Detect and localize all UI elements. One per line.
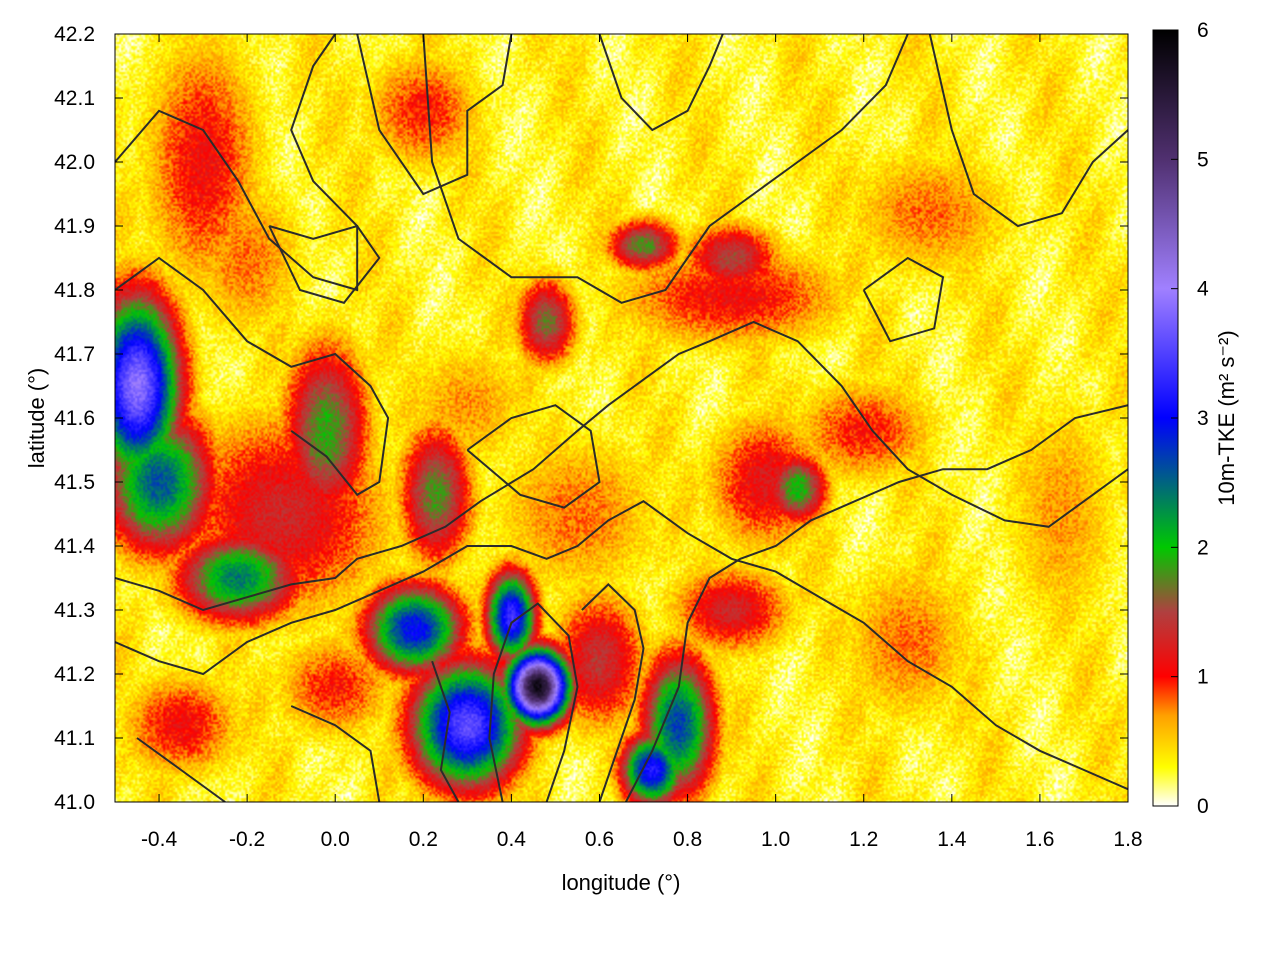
colorbar-tick-label: 4 bbox=[1197, 278, 1209, 301]
x-tick-label: 0.2 bbox=[409, 828, 438, 851]
y-tick-label: 42.1 bbox=[54, 87, 95, 110]
contour-line bbox=[356, 34, 513, 196]
y-tick-label: 41.8 bbox=[54, 279, 95, 302]
colorbar-tick-label: 3 bbox=[1197, 407, 1209, 430]
x-tick-label: 0.0 bbox=[321, 828, 350, 851]
colorbar-tick-label: 6 bbox=[1197, 19, 1209, 42]
contour-line bbox=[290, 705, 381, 802]
contour-line bbox=[466, 404, 601, 509]
x-tick-label: -0.2 bbox=[229, 828, 265, 851]
contour-line bbox=[862, 256, 945, 343]
y-tick-label: 41.0 bbox=[54, 791, 95, 814]
x-tick-label: 1.2 bbox=[849, 828, 878, 851]
contour-line bbox=[115, 34, 359, 292]
y-tick-label: 42.2 bbox=[54, 23, 95, 46]
tke-heatmap bbox=[115, 34, 1128, 802]
y-tick-label: 41.5 bbox=[54, 471, 95, 494]
contour-line bbox=[115, 256, 390, 497]
contour-line bbox=[625, 404, 1128, 802]
x-axis-label: longitude (°) bbox=[562, 870, 681, 895]
y-tick-label: 41.4 bbox=[54, 535, 95, 558]
terrain-contours bbox=[115, 34, 1128, 802]
x-tick-label: 1.8 bbox=[1113, 828, 1142, 851]
y-axis-label: latitude (°) bbox=[24, 368, 49, 469]
contour-line bbox=[136, 737, 226, 802]
x-tick-label: 0.6 bbox=[585, 828, 614, 851]
contour-line bbox=[928, 34, 1128, 228]
y-axis-ticks: 41.0 41.1 41.2 41.3 41.4 41.5 41.6 41.7 41.8 41.9… bbox=[54, 23, 1128, 814]
x-tick-label: 0.8 bbox=[673, 828, 702, 851]
contour-line bbox=[581, 583, 645, 802]
y-tick-label: 41.6 bbox=[54, 407, 95, 430]
contour-line bbox=[598, 34, 724, 132]
y-tick-label: 41.2 bbox=[54, 663, 95, 686]
x-tick-label: 1.4 bbox=[937, 828, 967, 851]
colorbar-tick-label: 2 bbox=[1197, 536, 1209, 559]
y-tick-label: 42.0 bbox=[54, 151, 95, 174]
x-tick-label: -0.4 bbox=[141, 828, 178, 851]
contour-line bbox=[422, 34, 909, 304]
contour-line bbox=[431, 660, 460, 802]
x-tick-label: 1.0 bbox=[761, 828, 790, 851]
y-tick-label: 41.3 bbox=[54, 599, 95, 622]
contour-line bbox=[115, 320, 1128, 612]
contour-line bbox=[268, 224, 381, 304]
contour-line bbox=[488, 602, 579, 802]
contour-line bbox=[115, 500, 1128, 791]
x-tick-label: 0.4 bbox=[497, 828, 527, 851]
colorbar-tick-label: 0 bbox=[1197, 795, 1209, 818]
colorbar-label: 10m-TKE (m² s⁻²) bbox=[1214, 330, 1239, 505]
y-tick-label: 41.1 bbox=[54, 727, 95, 750]
x-tick-label: 1.6 bbox=[1025, 828, 1054, 851]
colorbar-tick-label: 5 bbox=[1197, 148, 1209, 171]
y-tick-label: 41.9 bbox=[54, 215, 95, 238]
x-axis-ticks: -0.4 -0.2 0.0 0.2 0.4 0.6 0.8 1.0 1.2 1.4 1.6 1.8 bbox=[141, 34, 1143, 851]
colorbar-tick-label: 1 bbox=[1197, 666, 1209, 689]
y-tick-label: 41.7 bbox=[54, 343, 95, 366]
colorbar-ticks: 0 1 2 3 4 5 6 bbox=[1171, 19, 1209, 818]
